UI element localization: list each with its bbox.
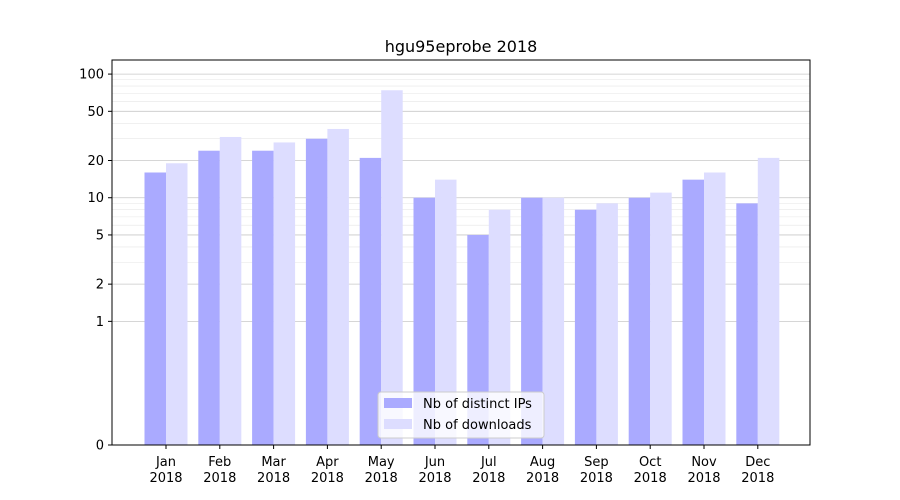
y-axis: 0 1 2 5 10 20 50 100 — [79, 68, 112, 454]
y-tick-label: 1 — [96, 315, 104, 330]
bar-distinct-ips — [682, 179, 704, 446]
bar-distinct-ips — [198, 150, 220, 445]
x-tick-label-year: 2018 — [741, 471, 774, 486]
x-tick-label-month: Apr — [316, 455, 339, 470]
x-tick-label-year: 2018 — [472, 471, 505, 486]
legend-box — [377, 391, 545, 439]
x-tick-label-year: 2018 — [311, 471, 344, 486]
x-tick-label-month: Dec — [745, 455, 770, 470]
bar-downloads — [166, 163, 188, 445]
x-tick-label-year: 2018 — [257, 471, 290, 486]
bar-downloads — [704, 172, 726, 446]
x-tick-label-month: Jan — [155, 455, 176, 470]
bar-distinct-ips — [144, 172, 166, 446]
y-tick-label: 20 — [87, 154, 104, 169]
y-tick-label: 2 — [96, 278, 104, 293]
x-axis: Jan2018Feb2018Mar2018Apr2018May2018Jun20… — [149, 445, 774, 486]
bar-downloads — [219, 136, 242, 445]
bar-distinct-ips — [736, 203, 758, 445]
x-tick-label-year: 2018 — [149, 471, 182, 486]
x-tick-label-year: 2018 — [418, 471, 451, 486]
x-tick-label-month: Jul — [480, 455, 497, 470]
bar-downloads — [327, 128, 349, 445]
bar-downloads — [435, 179, 457, 446]
x-tick-label-year: 2018 — [526, 471, 559, 486]
legend-label-ips: Nb of distinct IPs — [423, 397, 532, 412]
x-tick-label-year: 2018 — [634, 471, 667, 486]
x-tick-label-month: Jun — [424, 455, 445, 470]
bar-downloads — [273, 142, 296, 445]
bar-distinct-ips — [413, 197, 435, 445]
y-tick-label: 100 — [79, 68, 104, 83]
bar-downloads — [542, 197, 565, 445]
bar-distinct-ips — [628, 197, 651, 445]
bar-distinct-ips — [574, 209, 597, 445]
x-tick-label-month: Oct — [639, 455, 661, 470]
x-tick-label-month: Aug — [530, 455, 555, 470]
y-tick-label: 10 — [87, 191, 104, 206]
bar-distinct-ips — [305, 138, 328, 446]
x-tick-label-month: Sep — [584, 455, 609, 470]
bars — [144, 90, 780, 446]
plot-frame — [111, 59, 811, 446]
bar-distinct-ips — [252, 150, 274, 445]
legend-label-downloads: Nb of downloads — [423, 418, 532, 433]
bar-distinct-ips — [359, 157, 382, 446]
legend-swatch-ips — [384, 398, 412, 408]
y-tick-label: 50 — [87, 105, 104, 120]
bar-distinct-ips — [521, 197, 543, 445]
legend-swatch-downloads — [384, 419, 412, 429]
x-tick-label-month: Mar — [261, 455, 286, 470]
x-tick-label-year: 2018 — [580, 471, 613, 486]
bar-downloads — [650, 192, 672, 445]
x-tick-label-year: 2018 — [203, 471, 236, 486]
x-tick-label-year: 2018 — [365, 471, 398, 486]
x-tick-label-month: May — [368, 455, 395, 470]
chart-title: hgu95eprobe 2018 — [385, 37, 538, 56]
x-tick-label-month: Nov — [691, 455, 717, 470]
y-tick-label: 5 — [96, 228, 104, 243]
x-tick-label-year: 2018 — [687, 471, 720, 486]
y-tick-label: 0 — [96, 439, 104, 454]
bar-downloads — [596, 203, 618, 445]
bar-downloads — [488, 209, 511, 445]
bar-downloads — [757, 157, 780, 446]
x-tick-label-month: Feb — [208, 455, 231, 470]
legend: Nb of distinct IPs Nb of downloads — [377, 391, 545, 439]
bar-downloads — [381, 90, 403, 445]
